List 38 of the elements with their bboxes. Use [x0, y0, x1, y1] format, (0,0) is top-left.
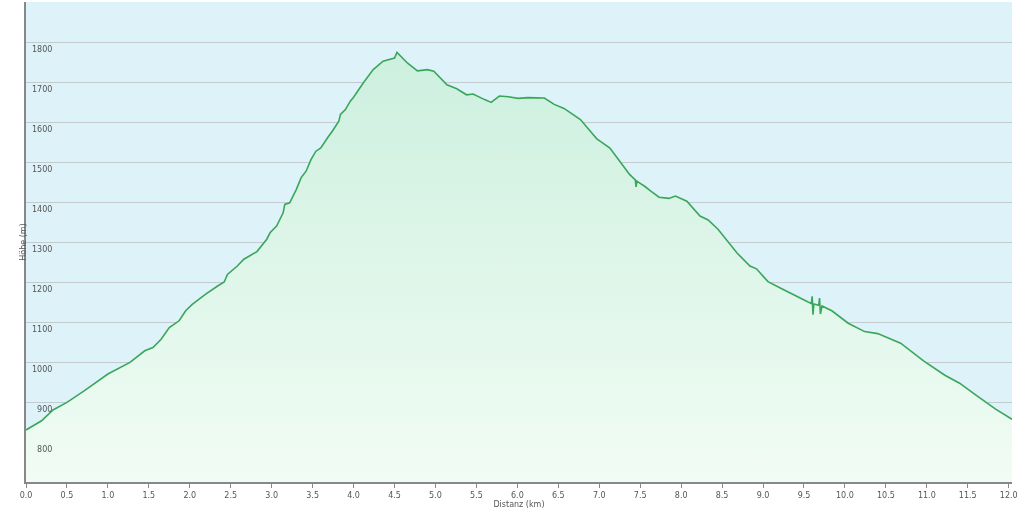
x-tick-label: 0.5 [60, 490, 74, 500]
x-tick-label: 6.5 [551, 490, 565, 500]
x-tick-label: 11.0 [917, 490, 936, 500]
x-tick-label: 9.5 [797, 490, 811, 500]
x-tick-label: 3.0 [265, 490, 279, 500]
x-tick-label: 6.0 [510, 490, 524, 500]
x-tick-label: 0.0 [19, 490, 33, 500]
x-tick-label: 10.5 [876, 490, 895, 500]
x-axis-title: Distanz (km) [493, 499, 545, 509]
x-tick-label: 1.5 [142, 490, 156, 500]
y-tick-label: 1800 [32, 44, 53, 54]
x-tick-label: 11.5 [958, 490, 977, 500]
x-tick-label: 4.0 [347, 490, 360, 500]
y-tick-label: 800 [37, 444, 53, 454]
y-tick-label: 1500 [32, 164, 53, 174]
y-tick-label: 1600 [32, 124, 53, 134]
x-tick-label: 4.5 [388, 490, 401, 500]
x-tick-label: 2.0 [183, 490, 197, 500]
y-tick-label: 1700 [32, 84, 53, 94]
x-tick-label: 10.0 [836, 490, 854, 500]
x-tick-label: 1.0 [101, 490, 115, 500]
y-tick-label: 1300 [32, 244, 53, 254]
x-tick-label: 9.0 [756, 490, 770, 500]
x-tick-label: 7.5 [633, 490, 647, 500]
x-tick-label: 5.0 [429, 490, 442, 500]
y-tick-label: 1100 [32, 324, 53, 334]
y-tick-label: 1000 [32, 364, 53, 374]
x-tick-label: 5.5 [470, 490, 483, 500]
x-tick-label: 7.0 [592, 490, 606, 500]
x-tick-label: 3.5 [306, 490, 319, 500]
y-tick-label: 1200 [32, 284, 53, 294]
x-tick-label: 8.0 [674, 490, 688, 500]
x-tick-label: 2.5 [224, 490, 238, 500]
y-axis-title: Höhe (m) [19, 223, 29, 261]
y-tick-label: 900 [37, 404, 53, 414]
x-tick-label: 12.0 [999, 490, 1018, 500]
y-tick-label: 1400 [32, 204, 53, 214]
x-tick-label: 8.5 [715, 490, 729, 500]
